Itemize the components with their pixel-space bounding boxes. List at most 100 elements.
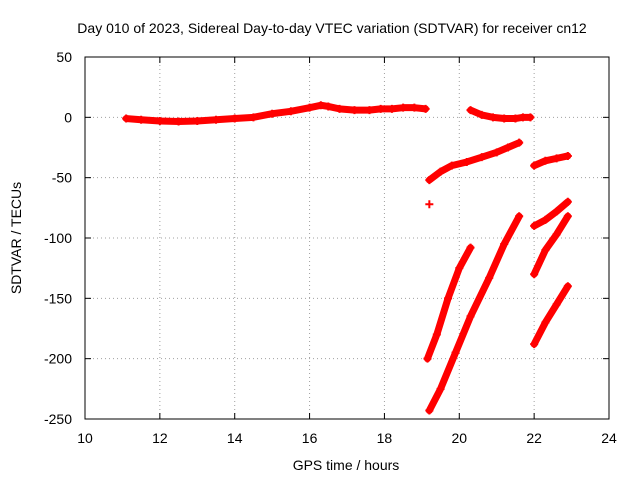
data-point bbox=[530, 221, 539, 230]
y-tick-label: -200 bbox=[44, 351, 72, 367]
series-trace bbox=[530, 282, 572, 348]
data-point bbox=[530, 270, 539, 279]
data-point bbox=[335, 104, 344, 113]
series-trace bbox=[530, 152, 572, 170]
data-point bbox=[492, 148, 501, 157]
data-point bbox=[268, 109, 277, 118]
y-tick-label: 50 bbox=[56, 49, 72, 65]
data-point bbox=[425, 406, 434, 415]
data-point bbox=[500, 240, 509, 249]
y-tick-label: 0 bbox=[64, 109, 72, 125]
data-point bbox=[399, 103, 408, 112]
data-point bbox=[466, 312, 475, 321]
data-point bbox=[530, 340, 539, 349]
data-point bbox=[444, 294, 453, 303]
data-point bbox=[477, 153, 486, 162]
data-point bbox=[462, 157, 471, 166]
data-series-1 bbox=[122, 101, 430, 126]
data-point bbox=[466, 243, 475, 252]
series-trace bbox=[530, 198, 572, 230]
y-tick-label: -100 bbox=[44, 230, 72, 246]
data-point bbox=[447, 161, 456, 170]
series-trace bbox=[530, 212, 572, 278]
data-point bbox=[541, 156, 550, 165]
data-point bbox=[387, 104, 396, 113]
data-points bbox=[122, 101, 572, 415]
data-point bbox=[286, 107, 295, 116]
x-axis-label: GPS time / hours bbox=[293, 457, 400, 473]
y-axis-ticks: 50 0 -50 -100 -150 -200 -250 bbox=[44, 49, 609, 427]
data-point bbox=[305, 103, 314, 112]
data-point bbox=[552, 207, 561, 216]
data-point bbox=[432, 330, 441, 339]
data-series-6 bbox=[423, 243, 475, 363]
data-point bbox=[122, 114, 131, 123]
data-point bbox=[541, 215, 550, 224]
data-series-3 bbox=[425, 200, 434, 209]
x-tick-label: 22 bbox=[526, 430, 542, 446]
data-series-8 bbox=[530, 197, 572, 230]
y-tick-label: -250 bbox=[44, 411, 72, 427]
data-point bbox=[552, 300, 561, 309]
chart-title: Day 010 of 2023, Sidereal Day-to-day VTE… bbox=[77, 20, 587, 36]
data-point bbox=[436, 384, 445, 393]
data-point bbox=[563, 151, 572, 160]
data-point bbox=[410, 103, 419, 112]
data-point bbox=[376, 104, 385, 113]
x-tick-label: 14 bbox=[227, 430, 243, 446]
data-point bbox=[515, 212, 524, 221]
data-point bbox=[488, 113, 497, 122]
y-axis-label: SDTVAR / TECUs bbox=[8, 182, 24, 294]
x-tick-label: 20 bbox=[451, 430, 467, 446]
data-series-4 bbox=[425, 138, 524, 185]
data-point bbox=[155, 116, 164, 125]
data-point bbox=[552, 230, 561, 239]
data-point bbox=[503, 143, 512, 152]
data-series-10 bbox=[530, 282, 572, 349]
data-point bbox=[455, 264, 464, 273]
data-point bbox=[530, 161, 539, 170]
data-point bbox=[477, 110, 486, 119]
data-point bbox=[515, 138, 524, 147]
data-point bbox=[552, 154, 561, 163]
data-point bbox=[423, 354, 432, 363]
data-point bbox=[436, 167, 445, 176]
data-point bbox=[563, 282, 572, 291]
data-point bbox=[466, 106, 475, 115]
data-point bbox=[365, 106, 374, 115]
data-series-7 bbox=[425, 212, 524, 415]
data-point bbox=[500, 114, 509, 123]
data-point bbox=[563, 212, 572, 221]
data-series-9 bbox=[530, 212, 572, 279]
x-axis-ticks: 10 12 14 16 18 20 22 24 bbox=[77, 57, 617, 446]
data-point bbox=[425, 176, 434, 185]
data-point bbox=[451, 348, 460, 357]
data-point bbox=[249, 113, 258, 122]
data-point bbox=[485, 273, 494, 282]
x-tick-label: 10 bbox=[77, 430, 93, 446]
data-point bbox=[526, 113, 535, 122]
x-tick-label: 18 bbox=[377, 430, 393, 446]
data-point bbox=[421, 104, 430, 113]
data-point bbox=[541, 318, 550, 327]
data-point bbox=[563, 197, 572, 206]
data-point bbox=[137, 115, 146, 124]
data-point bbox=[518, 113, 527, 122]
data-point bbox=[212, 115, 220, 124]
data-point bbox=[541, 246, 550, 255]
data-point bbox=[425, 200, 434, 209]
x-tick-label: 12 bbox=[152, 430, 168, 446]
data-point bbox=[193, 116, 202, 125]
data-point bbox=[511, 114, 520, 123]
data-point bbox=[324, 102, 333, 111]
x-tick-label: 24 bbox=[601, 430, 617, 446]
data-point bbox=[316, 101, 325, 110]
data-point bbox=[350, 106, 359, 115]
y-tick-label: -50 bbox=[52, 170, 72, 186]
data-point bbox=[230, 114, 239, 123]
data-series-5 bbox=[530, 151, 572, 170]
series-trace bbox=[423, 244, 475, 363]
data-series-2 bbox=[466, 106, 535, 123]
y-tick-label: -150 bbox=[44, 290, 72, 306]
